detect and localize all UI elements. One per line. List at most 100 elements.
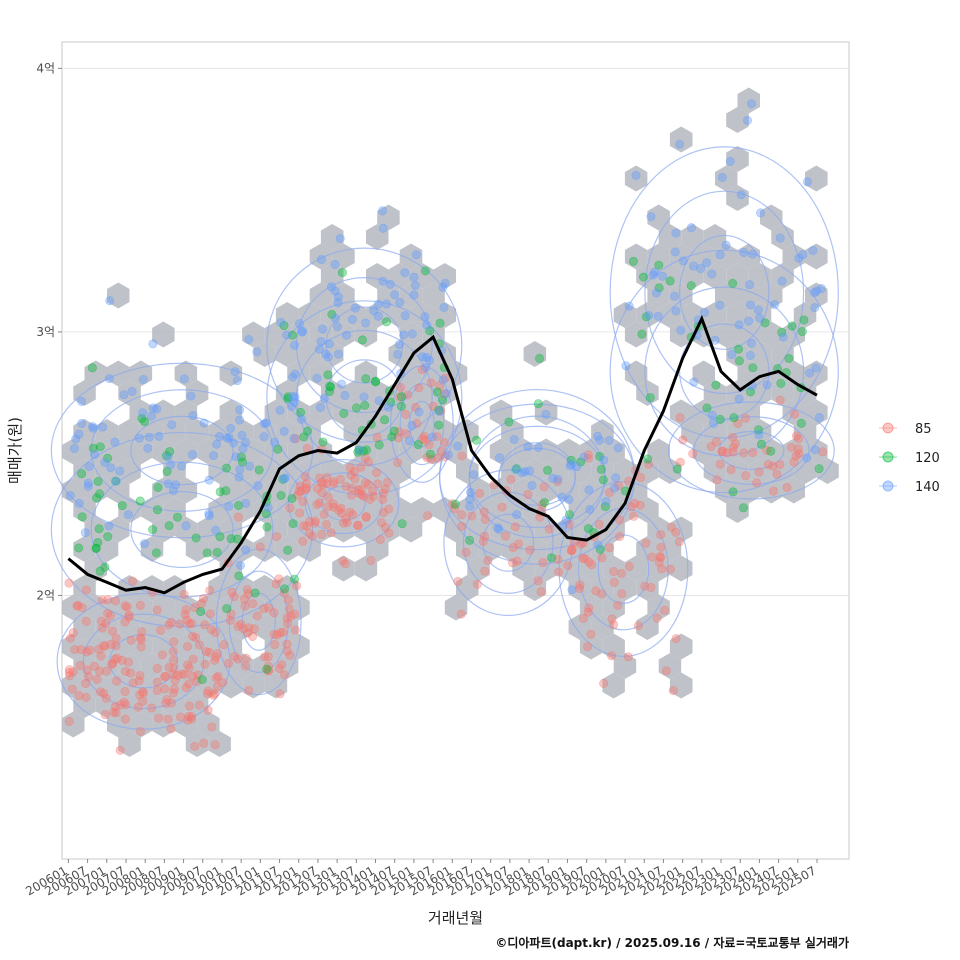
scatter-point-140 <box>745 350 755 360</box>
hex-bin <box>219 477 243 504</box>
hex-bin <box>107 438 130 465</box>
hex-bin <box>219 399 243 426</box>
scatter-point-85 <box>629 511 639 521</box>
scatter-point-140 <box>378 223 388 233</box>
scatter-point-120 <box>323 370 333 380</box>
scatter-point-85 <box>786 442 796 452</box>
scatter-point-140 <box>111 476 121 486</box>
scatter-point-85 <box>456 510 466 520</box>
scatter-point-140 <box>163 479 173 489</box>
scatter-point-85 <box>156 625 166 635</box>
scatter-point-140 <box>411 250 421 260</box>
scatter-point-85 <box>208 690 218 700</box>
scatter-point-140 <box>517 468 527 478</box>
scatter-point-85 <box>641 538 651 548</box>
hex-bin <box>726 263 749 289</box>
scatter-point-120 <box>754 425 764 435</box>
scatter-point-120 <box>361 374 371 384</box>
scatter-point-85 <box>112 676 122 686</box>
scatter-point-85 <box>103 595 113 605</box>
scatter-point-120 <box>303 426 313 436</box>
scatter-point-120 <box>535 353 545 363</box>
scatter-point-85 <box>183 660 193 670</box>
scatter-point-85 <box>96 651 106 661</box>
scatter-point-85 <box>739 448 749 458</box>
hex-bin <box>546 458 569 484</box>
scatter-point-85 <box>741 471 751 481</box>
hex-bin <box>163 497 186 523</box>
hex-bin <box>444 360 468 387</box>
scatter-point-120 <box>702 403 712 413</box>
scatter-point-85 <box>772 469 782 479</box>
hex-bin <box>332 243 355 270</box>
scatter-point-85 <box>68 667 78 677</box>
hex-bin <box>782 477 805 504</box>
scatter-point-85 <box>282 639 292 649</box>
scatter-point-120 <box>371 377 381 387</box>
scatter-point-85 <box>775 460 785 470</box>
hex-bin <box>208 575 231 601</box>
scatter-point-85 <box>244 685 254 695</box>
scatter-point-120 <box>504 417 514 427</box>
scatter-point-120 <box>432 387 442 397</box>
scatter-point-140 <box>434 406 444 416</box>
hex-bin <box>174 438 198 465</box>
scatter-point-85 <box>64 578 74 588</box>
scatter-point-140 <box>593 540 603 550</box>
scatter-point-85 <box>180 669 190 679</box>
scatter-point-85 <box>373 479 383 489</box>
hex-bin <box>579 555 603 582</box>
hex-bin <box>230 653 254 679</box>
density-contour <box>644 286 805 457</box>
density-contour <box>609 249 839 494</box>
scatter-point-140 <box>324 339 334 349</box>
scatter-point-120 <box>645 393 655 403</box>
hex-bin <box>264 516 288 543</box>
scatter-point-140 <box>289 434 299 444</box>
scatter-point-85 <box>748 448 758 458</box>
scatter-point-140 <box>814 412 824 422</box>
scatter-point-85 <box>655 551 665 561</box>
scatter-point-140 <box>400 268 410 278</box>
scatter-point-140 <box>234 472 244 482</box>
scatter-point-120 <box>202 548 212 558</box>
hex-bin <box>647 282 670 309</box>
scatter-point-85 <box>233 654 243 664</box>
scatter-point-85 <box>209 689 219 699</box>
scatter-point-85 <box>166 617 176 627</box>
hex-bin <box>129 438 153 465</box>
scatter-point-140 <box>209 451 219 461</box>
scatter-point-120 <box>151 548 161 558</box>
scatter-point-85 <box>163 714 173 724</box>
scatter-point-85 <box>657 564 667 574</box>
scatter-point-85 <box>99 688 109 698</box>
scatter-point-140 <box>520 467 530 477</box>
scatter-point-85 <box>101 618 111 628</box>
scatter-point-85 <box>457 451 467 461</box>
scatter-point-85 <box>372 432 382 442</box>
legend-label-120: 120 <box>915 451 940 466</box>
scatter-point-140 <box>88 423 98 433</box>
scatter-point-85 <box>219 640 229 650</box>
scatter-point-85 <box>475 488 485 498</box>
scatter-point-140 <box>279 474 289 484</box>
scatter-point-85 <box>384 528 394 538</box>
scatter-point-140 <box>421 363 431 373</box>
density-contour <box>287 458 400 548</box>
hex-bin <box>647 555 670 582</box>
hex-bin <box>73 575 96 601</box>
scatter-point-85 <box>715 459 725 469</box>
scatter-point-85 <box>740 413 750 423</box>
hex-bin <box>366 536 389 562</box>
scatter-point-120 <box>357 335 367 345</box>
scatter-point-140 <box>523 442 533 452</box>
scatter-point-140 <box>330 259 340 269</box>
scatter-point-85 <box>341 481 351 491</box>
scatter-point-85 <box>279 588 289 598</box>
density-contour <box>468 425 606 529</box>
hex-bin <box>366 302 389 328</box>
scatter-point-120 <box>746 387 756 397</box>
scatter-point-85 <box>432 432 442 442</box>
scatter-point-85 <box>414 383 424 393</box>
hex-bin <box>230 458 254 484</box>
